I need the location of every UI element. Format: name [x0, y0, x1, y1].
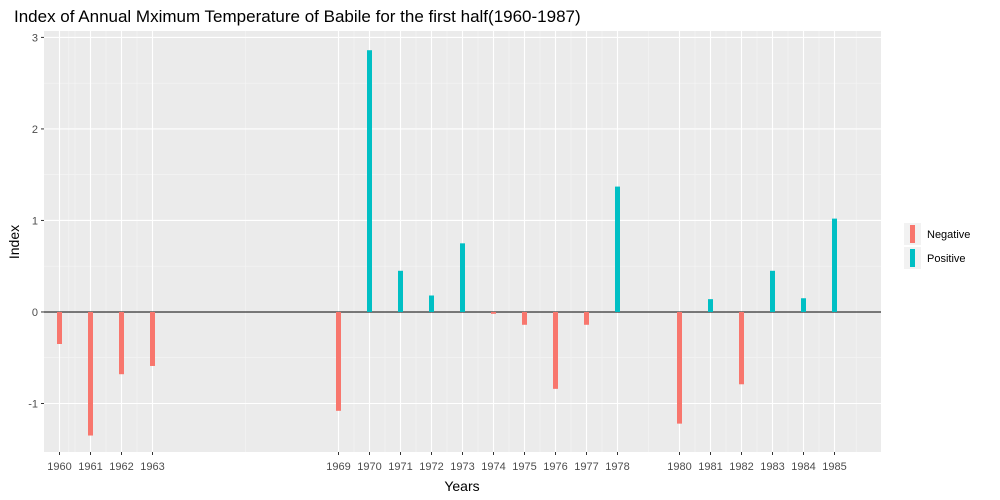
x-axis: 1960 1961 1962 1963 1969 1970 1971 1972 1973 1974… [47, 452, 847, 473]
bar-1973 [460, 243, 465, 312]
bar-1960 [57, 311, 62, 345]
y-tick-label: 1 [32, 215, 38, 227]
x-tick-label: 1982 [729, 461, 753, 473]
legend-label-negative: Negative [927, 229, 970, 241]
bar-1981 [708, 299, 713, 312]
bar-1983 [770, 270, 775, 312]
bar-1971 [398, 270, 403, 312]
x-tick-label: 1963 [140, 461, 164, 473]
x-axis-label: Years [444, 478, 479, 494]
x-tick-label: 1960 [47, 461, 71, 473]
x-tick-label: 1969 [326, 461, 350, 473]
x-tick-label: 1973 [450, 461, 474, 473]
y-tick-label: 3 [32, 32, 38, 44]
legend-label-positive: Positive [927, 253, 966, 265]
bar-1963 [150, 311, 155, 366]
x-tick-label: 1981 [698, 461, 722, 473]
bar-1961 [88, 311, 93, 436]
bar-1976 [553, 311, 558, 389]
bar-1970 [367, 50, 372, 312]
x-tick-label: 1975 [512, 461, 536, 473]
x-tick-label: 1980 [667, 461, 691, 473]
x-tick-label: 1978 [605, 461, 629, 473]
x-tick-label: 1962 [109, 461, 133, 473]
x-tick-label: 1985 [822, 461, 846, 473]
x-tick-label: 1974 [481, 461, 505, 473]
x-tick-label: 1983 [760, 461, 784, 473]
bar-1975 [522, 311, 527, 325]
bar-1978 [615, 186, 620, 312]
legend: Negative Positive [904, 223, 970, 269]
x-tick-label: 1972 [419, 461, 443, 473]
bar-1962 [119, 311, 124, 375]
x-tick-label: 1976 [543, 461, 567, 473]
bar-1977 [584, 311, 589, 325]
bar-1984 [801, 298, 806, 312]
minor-gridlines [44, 31, 881, 452]
bar-1972 [429, 295, 434, 312]
y-tick-label: -1 [28, 398, 38, 410]
y-axis-label: Index [6, 225, 22, 259]
bar-1980 [677, 311, 682, 424]
bars [57, 50, 837, 436]
x-tick-label: 1984 [791, 461, 815, 473]
chart-title: Index of Annual Mximum Temperature of Ba… [14, 7, 581, 26]
bar-1982 [739, 311, 744, 385]
y-tick-label: 2 [32, 124, 38, 136]
bar-1974 [491, 311, 496, 314]
x-tick-label: 1971 [388, 461, 412, 473]
x-tick-label: 1977 [574, 461, 598, 473]
y-axis: -1 0 1 2 3 [28, 32, 44, 410]
y-tick-label: 0 [32, 307, 38, 319]
legend-swatch-positive [910, 249, 915, 267]
bar-1969 [336, 311, 341, 411]
x-tick-label: 1970 [357, 461, 381, 473]
legend-swatch-negative [910, 225, 915, 243]
bar-1985 [832, 218, 837, 312]
x-tick-label: 1961 [78, 461, 102, 473]
